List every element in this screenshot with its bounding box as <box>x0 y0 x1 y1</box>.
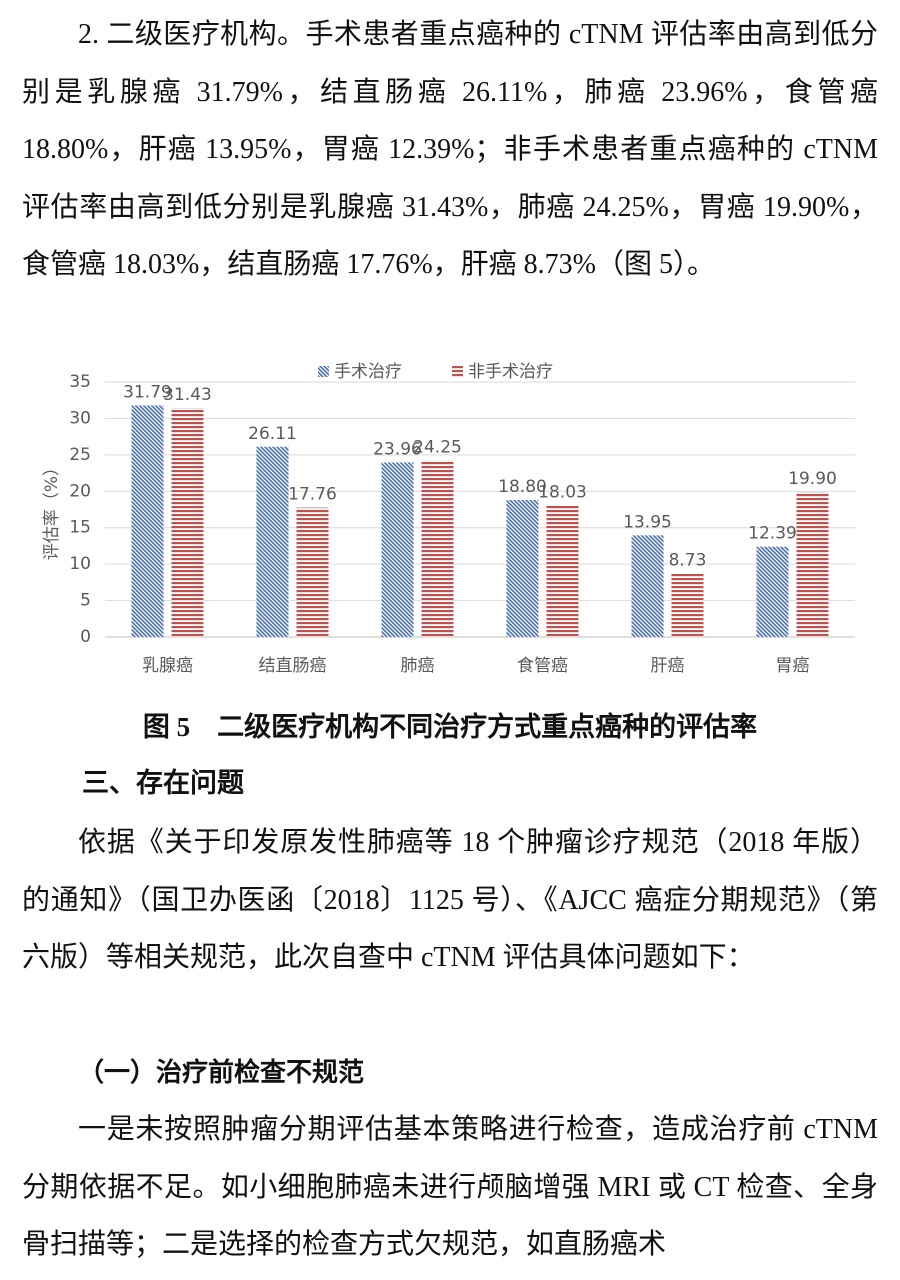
x-tick-label: 乳腺癌 <box>142 656 193 676</box>
y-tick-label: 5 <box>80 591 91 611</box>
y-tick-label: 20 <box>69 481 91 501</box>
x-tick-label: 食管癌 <box>517 656 568 676</box>
bar <box>296 507 329 637</box>
y-tick-label: 30 <box>69 408 91 428</box>
subheading: （一）治疗前检查不规范 <box>78 1058 365 1087</box>
bar <box>171 408 204 637</box>
paragraph: 依据《关于印发原发性肺癌等 18 个肿瘤诊疗规范（2018 年版）的通知》（国卫… <box>22 827 878 973</box>
legend-label: 非手术治疗 <box>468 362 553 382</box>
x-tick-label: 结直肠癌 <box>259 656 327 676</box>
y-tick-label: 25 <box>69 445 91 465</box>
data-label: 23.96 <box>373 439 422 459</box>
bar <box>546 505 579 637</box>
bar <box>671 573 704 637</box>
bar <box>421 460 454 637</box>
y-tick-label: 15 <box>69 518 91 538</box>
data-label: 17.76 <box>288 485 337 505</box>
data-label: 19.90 <box>788 469 837 489</box>
caption: 图 5 二级医疗机构不同治疗方式重点癌种的评估率 <box>142 712 758 742</box>
x-tick-label: 胃癌 <box>776 656 810 676</box>
data-label: 24.25 <box>413 437 462 457</box>
data-label: 18.03 <box>538 483 587 503</box>
data-label: 26.11 <box>248 424 297 444</box>
legend-swatch <box>452 366 463 377</box>
y-tick-label: 0 <box>80 627 91 647</box>
legend-swatch <box>318 366 329 377</box>
bar <box>506 500 539 637</box>
legend-label: 手术治疗 <box>334 362 402 382</box>
data-label: 18.80 <box>498 477 547 497</box>
bar <box>256 446 289 637</box>
bar <box>131 405 164 637</box>
data-label: 8.73 <box>669 550 707 570</box>
x-tick-label: 肺癌 <box>401 656 435 676</box>
data-label: 12.39 <box>748 524 797 544</box>
bar <box>631 535 664 637</box>
x-tick-label: 肝癌 <box>651 656 685 676</box>
data-label: 13.95 <box>623 512 672 532</box>
paragraph: 2. 二级医疗机构。手术患者重点癌种的 cTNM 评估率由高到低分别是乳腺癌 3… <box>22 19 878 280</box>
bar <box>381 462 414 637</box>
paragraph: 一是未按照肿瘤分期评估基本策略进行检查，造成治疗前 cTNM 分期依据不足。如小… <box>22 1114 878 1260</box>
y-axis-label: 评估率（%） <box>42 459 62 560</box>
heading: 三、存在问题 <box>82 768 244 798</box>
data-label: 31.79 <box>123 382 172 402</box>
bar <box>796 492 829 637</box>
y-tick-label: 35 <box>69 372 91 392</box>
y-tick-label: 10 <box>69 554 91 574</box>
bar <box>756 546 789 637</box>
data-label: 31.43 <box>163 385 212 405</box>
